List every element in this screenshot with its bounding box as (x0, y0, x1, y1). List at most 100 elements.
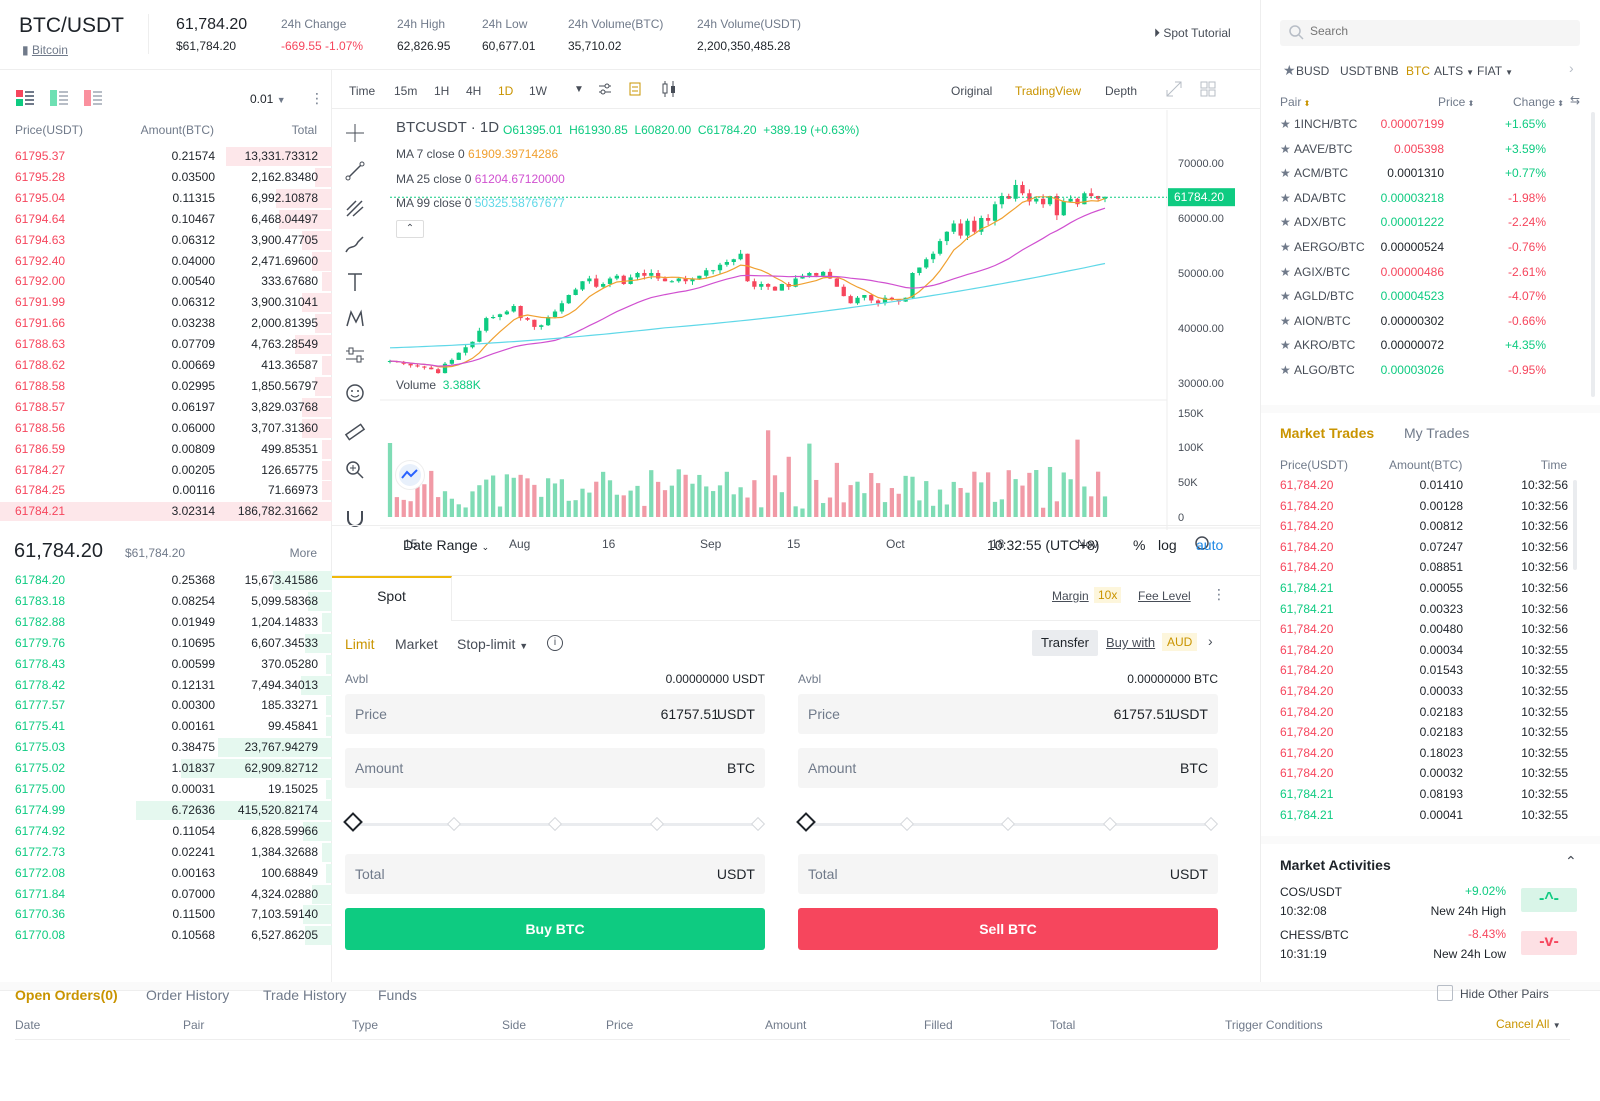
market-row[interactable]: ★ AAVE/BTC 0.005398 +3.59% (1261, 137, 1600, 162)
star-icon[interactable]: ★ (1280, 363, 1291, 377)
market-tab-alts[interactable]: ALTS ▼ (1434, 64, 1475, 78)
ask-row[interactable]: 61792.00 0.00540 333.67680 (0, 271, 332, 292)
order-type-limit[interactable]: Limit (345, 636, 375, 652)
star-icon[interactable]: ★ (1280, 264, 1291, 279)
orderbook-view-both-icon[interactable] (16, 90, 34, 111)
slider-step[interactable] (750, 816, 766, 832)
bid-row[interactable]: 61771.84 0.07000 4,324.02880 (0, 884, 332, 905)
brush-icon[interactable] (344, 234, 366, 256)
chart-style-icon[interactable] (629, 82, 641, 101)
tab-market-trades[interactable]: Market Trades (1280, 425, 1375, 441)
star-icon[interactable]: ★ (1280, 313, 1291, 328)
bid-row[interactable]: 61784.20 0.25368 15,673.41586 (0, 570, 332, 591)
cancel-all-button[interactable]: Cancel All ▼ (1496, 1017, 1561, 1031)
star-icon[interactable]: ★ (1280, 190, 1291, 205)
hide-other-pairs-checkbox[interactable] (1437, 985, 1453, 1001)
orders-tab-2[interactable]: Trade History (263, 987, 347, 1003)
market-row[interactable]: ★ ACM/BTC 0.0001310 +0.77% (1261, 161, 1600, 186)
sell-amount-slider[interactable] (796, 812, 1219, 834)
tab-spot[interactable]: Spot (332, 576, 452, 621)
bid-row[interactable]: 61775.03 0.38475 23,767.94279 (0, 737, 332, 758)
swap-icon[interactable]: ⇆ (1570, 93, 1581, 107)
slider-step[interactable] (649, 816, 664, 832)
ask-row[interactable]: 61788.56 0.06000 3,707.31360 (0, 418, 332, 439)
bid-row[interactable]: 61782.88 0.01949 1,204.14833 (0, 612, 332, 633)
tab-my-trades[interactable]: My Trades (1404, 425, 1470, 441)
coin-link[interactable]: ▮ Bitcoin (22, 43, 68, 57)
chevron-right-icon[interactable]: › (1208, 633, 1213, 649)
bid-row[interactable]: 61783.18 0.08254 5,099.58368 (0, 591, 332, 612)
ask-row[interactable]: 61788.58 0.02995 1,850.56797 (0, 376, 332, 397)
timeframe-Time[interactable]: Time (349, 84, 376, 98)
star-icon[interactable]: ★ (1280, 240, 1291, 254)
buy-button[interactable]: Buy BTC (345, 908, 765, 950)
orders-tab-1[interactable]: Order History (146, 987, 230, 1003)
slider-step[interactable] (1102, 816, 1117, 832)
emoji-icon[interactable] (344, 382, 366, 404)
slider-handle[interactable] (796, 812, 816, 832)
bid-row[interactable]: 61777.57 0.00300 185.33271 (0, 695, 332, 716)
bid-row[interactable]: 61772.73 0.02241 1,384.32688 (0, 842, 332, 863)
order-type-stop-limit[interactable]: Stop-limit ▼ (457, 636, 529, 652)
slider-step[interactable] (1000, 816, 1016, 832)
star-icon[interactable]: ★ (1280, 166, 1291, 181)
order-type-market[interactable]: Market (395, 636, 438, 652)
magnet-icon[interactable] (344, 507, 366, 529)
buy-amount-input[interactable]: Amount BTC (345, 748, 765, 788)
indicator-settings-icon[interactable] (598, 82, 612, 101)
star-icon[interactable]: ★ (1280, 289, 1291, 304)
transfer-button[interactable]: Transfer (1032, 630, 1098, 656)
view-depth[interactable]: Depth (1105, 84, 1138, 98)
market-tab-busd[interactable]: BUSD (1296, 64, 1330, 78)
bid-row[interactable]: 61770.08 0.10568 6,527.86205 (0, 925, 332, 946)
star-icon[interactable]: ★ (1280, 215, 1291, 230)
market-row[interactable]: ★ AION/BTC 0.00000302 -0.66% (1261, 309, 1600, 334)
orders-tab-3[interactable]: Funds (378, 987, 417, 1003)
view-original[interactable]: Original (951, 84, 993, 98)
more-options-icon[interactable]: ⋮ (1212, 586, 1226, 602)
slider-step[interactable] (1203, 816, 1219, 832)
bid-row[interactable]: 61775.00 0.00031 19.15025 (0, 779, 332, 800)
scrollbar[interactable] (1591, 112, 1595, 397)
star-icon[interactable]: ★ (1280, 141, 1291, 156)
ask-row[interactable]: 61784.27 0.00205 126.65775 (0, 460, 332, 481)
ask-row[interactable]: 61794.63 0.06312 3,900.47705 (0, 230, 332, 251)
bid-row[interactable]: 61770.36 0.11500 7,103.59140 (0, 904, 332, 925)
market-row[interactable]: ★ AGIX/BTC 0.00000486 -2.61% (1261, 260, 1600, 285)
search-input[interactable] (1310, 24, 1560, 38)
more-options-icon[interactable]: ⋮ (310, 90, 324, 106)
ask-row[interactable]: 61784.21 3.02314 186,782.31662 (0, 501, 332, 522)
ask-row[interactable]: 61795.28 0.03500 2,162.83480 (0, 167, 332, 188)
bid-row[interactable]: 61774.92 0.11054 6,828.59966 (0, 821, 332, 842)
sell-total-input[interactable]: Total USDT (798, 854, 1218, 894)
star-icon[interactable]: ★ (1280, 117, 1291, 131)
more-link[interactable]: More (289, 546, 317, 560)
ask-row[interactable]: 61788.57 0.06197 3,829.03768 (0, 397, 332, 418)
buy-with-link[interactable]: Buy with (1106, 635, 1156, 650)
ask-row[interactable]: 61794.64 0.10467 6,468.04497 (0, 209, 332, 230)
crosshair-icon[interactable] (344, 122, 366, 144)
market-tab-btc[interactable]: BTC (1406, 64, 1430, 78)
market-list[interactable]: ★ 1INCH/BTC 0.00007199 +1.65% ★ AAVE/BTC 0.005… (1261, 112, 1600, 405)
orders-tab-0[interactable]: Open Orders(0) (15, 987, 118, 1003)
market-row[interactable]: ★ ADA/BTC 0.00003218 -1.98% (1261, 186, 1600, 211)
bid-row[interactable]: 61778.42 0.12131 7,494.34013 (0, 675, 332, 696)
market-row[interactable]: ★ AERGO/BTC 0.00000524 -0.76% (1261, 235, 1600, 260)
bid-row[interactable]: 61778.43 0.00599 370.05280 (0, 654, 332, 675)
tf-dropdown-icon[interactable]: ▼ (574, 84, 584, 95)
fee-level-link[interactable]: Fee Level (1138, 589, 1191, 603)
margin-link[interactable]: Margin (1052, 589, 1089, 603)
spot-tutorial-link[interactable]: ⏵ Spot Tutorial (1154, 26, 1231, 40)
sell-price-input[interactable]: Price 61757.51 USDT (798, 694, 1218, 734)
slider-step[interactable] (899, 816, 914, 832)
text-icon[interactable] (344, 271, 366, 293)
orderbook-view-bids-icon[interactable] (50, 90, 68, 111)
ask-row[interactable]: 61795.37 0.21574 13,331.73312 (0, 146, 332, 167)
fib-icon[interactable] (344, 198, 366, 220)
percent-toggle[interactable]: % (1133, 537, 1146, 553)
buy-amount-slider[interactable] (343, 812, 766, 834)
sell-button[interactable]: Sell BTC (798, 908, 1218, 950)
collapse-icon[interactable]: ⌃ (1565, 853, 1577, 869)
fullscreen-icon[interactable] (1166, 81, 1182, 102)
market-row[interactable]: ★ ALGO/BTC 0.00003026 -0.95% (1261, 358, 1600, 383)
